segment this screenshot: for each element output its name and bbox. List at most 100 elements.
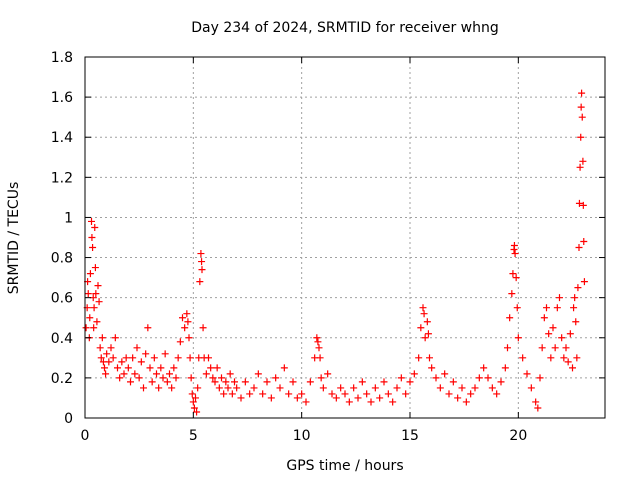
data-point (363, 390, 371, 398)
data-point (543, 304, 550, 312)
ticks: 0 0.2 0.4 0.6 0.8 1 1.2 1.4 1.6 1.8 0 5 10 15 20 (51, 50, 605, 444)
data-point (84, 290, 92, 298)
data-point (467, 390, 475, 398)
data-point (358, 378, 366, 386)
data-point (417, 324, 425, 332)
data-point (176, 338, 184, 346)
data-point (131, 370, 139, 378)
data-point (88, 234, 96, 241)
data-point (194, 384, 202, 392)
data-point (462, 398, 470, 406)
y-tick-label: 1.2 (51, 170, 73, 186)
data-point (549, 324, 557, 332)
data-point (419, 304, 427, 312)
data-point (215, 384, 223, 392)
data-point (97, 354, 105, 362)
data-point (545, 330, 553, 338)
x-tick-label: 0 (81, 428, 90, 444)
data-point (155, 384, 163, 392)
data-point (166, 370, 173, 378)
data-point (150, 354, 158, 362)
data-point (536, 374, 544, 382)
data-point (140, 384, 147, 392)
data-point (237, 394, 245, 402)
data-point (161, 350, 169, 358)
data-point (415, 354, 423, 362)
data-point (118, 358, 126, 366)
data-point (222, 378, 230, 386)
data-point (174, 354, 182, 362)
data-point (199, 324, 207, 332)
data-point (354, 394, 362, 402)
data-point (534, 404, 542, 412)
data-point (580, 238, 588, 246)
data-point (196, 278, 204, 286)
data-point (570, 304, 578, 312)
data-point (285, 390, 293, 398)
data-point (188, 390, 196, 398)
data-point (137, 358, 145, 366)
data-point (556, 294, 563, 302)
data-point (508, 290, 516, 298)
data-point (553, 304, 561, 312)
y-tick-label: 1 (64, 210, 73, 226)
data-point (393, 384, 401, 392)
data-point (116, 374, 124, 382)
y-tick-label: 0 (64, 411, 73, 427)
data-point (540, 314, 548, 322)
data-point (197, 250, 205, 258)
data-point (497, 378, 505, 386)
data-point (89, 244, 97, 252)
data-point (471, 384, 479, 392)
data-point (220, 390, 228, 398)
data-point (267, 394, 275, 402)
data-point (324, 370, 332, 378)
data-point (144, 324, 152, 332)
data-point (82, 324, 90, 332)
data-point (551, 344, 559, 352)
data-point (168, 384, 176, 392)
data-point (532, 398, 540, 406)
data-point (423, 318, 431, 326)
data-point (207, 364, 215, 372)
data-point (432, 374, 440, 382)
data-point (328, 390, 336, 398)
data-point (560, 354, 568, 362)
data-point (86, 270, 94, 278)
data-point (205, 354, 212, 362)
data-point (578, 113, 586, 121)
data-point (142, 350, 150, 358)
data-point (314, 338, 322, 346)
data-point (575, 244, 583, 252)
data-point (306, 378, 314, 386)
data-point (511, 250, 519, 258)
data-point (571, 294, 579, 302)
data-point (580, 278, 588, 286)
data-point (202, 370, 210, 378)
data-point (95, 298, 103, 306)
data-point (441, 370, 449, 378)
data-point (198, 258, 206, 266)
data-point (420, 310, 428, 318)
y-tick-label: 1.6 (51, 90, 73, 106)
data-point (313, 334, 321, 342)
y-tick-label: 0.4 (51, 331, 73, 347)
data-point (345, 398, 353, 406)
data-point (367, 398, 375, 406)
data-point (547, 354, 555, 362)
data-point (504, 344, 511, 352)
data-point (475, 374, 483, 382)
data-point (406, 378, 414, 386)
y-tick-label: 0.8 (51, 251, 73, 267)
data-point (332, 394, 340, 402)
data-point (389, 398, 397, 406)
data-point (421, 334, 429, 342)
data-point (512, 274, 520, 282)
data-point (93, 318, 101, 326)
data-point (102, 370, 110, 378)
data-point (86, 314, 94, 322)
x-axis-label: GPS time / hours (286, 458, 403, 474)
data-point (124, 364, 132, 372)
data-point (579, 201, 587, 209)
data-point (185, 334, 193, 342)
